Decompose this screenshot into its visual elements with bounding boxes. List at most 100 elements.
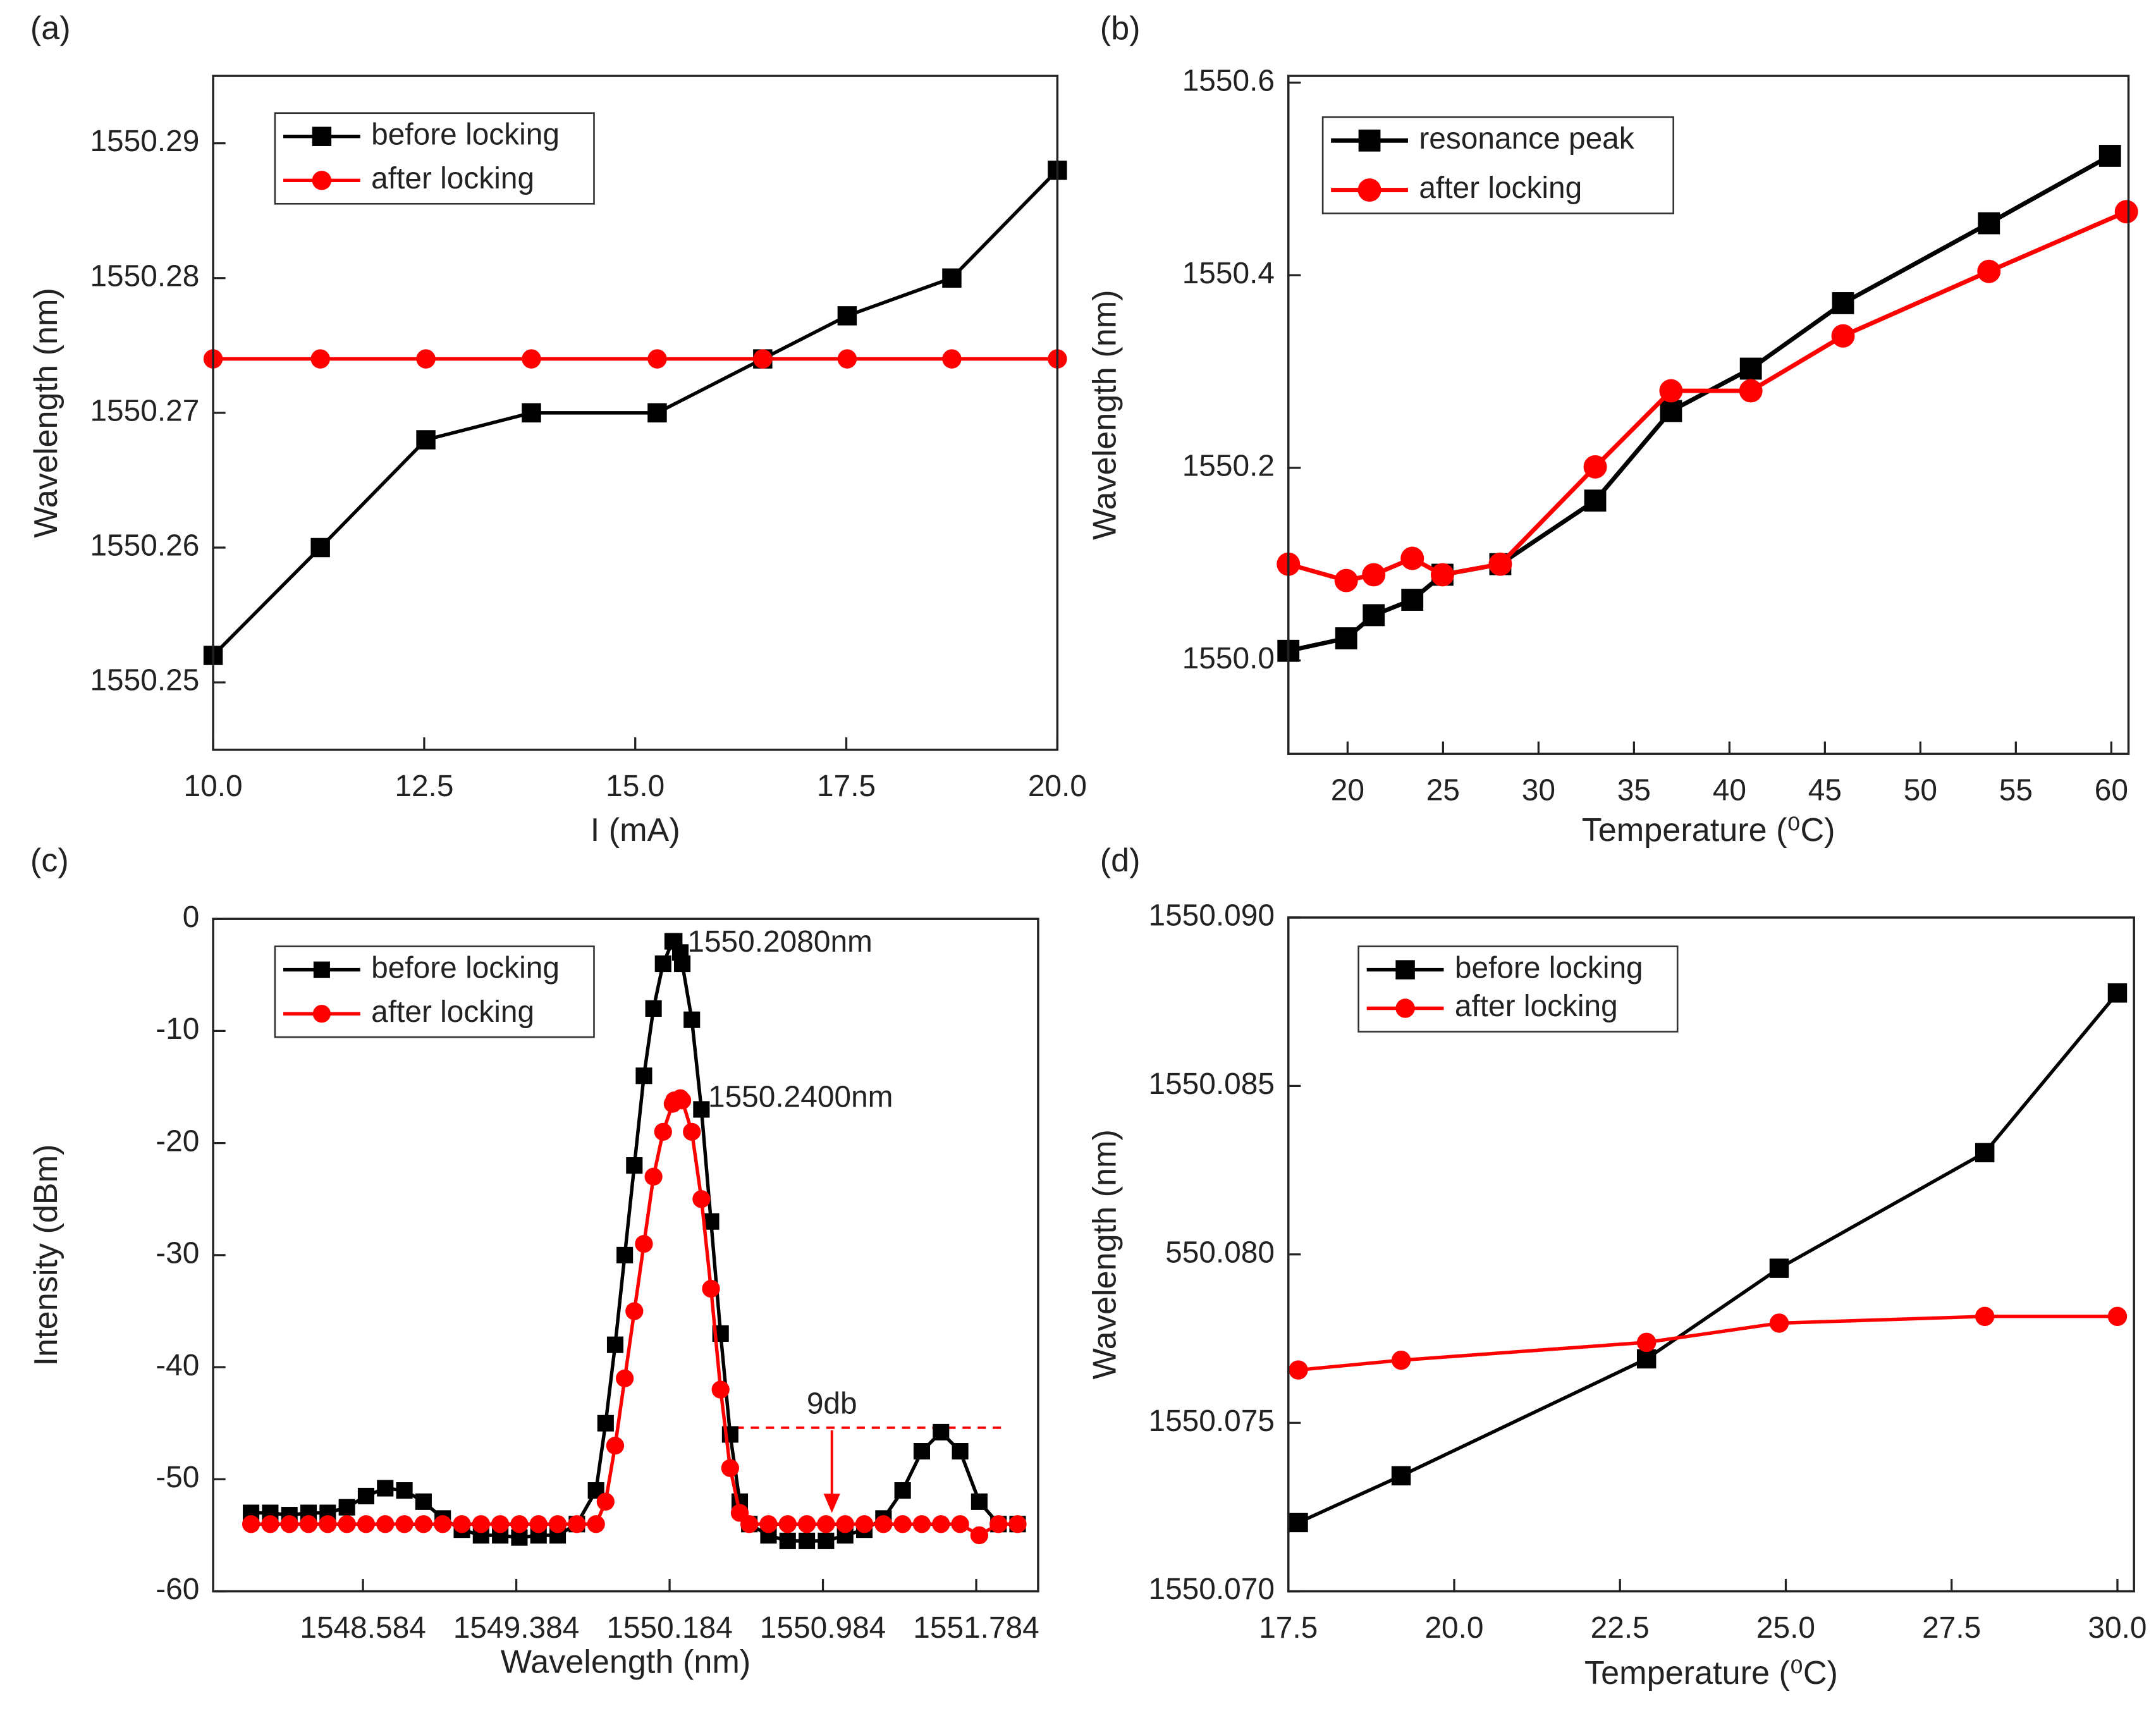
y-tick-label: -10 bbox=[156, 1012, 199, 1046]
x-tick-label: 10.0 bbox=[184, 770, 243, 803]
y-tick-label: 1550.25 bbox=[90, 664, 199, 697]
x-tick-label: 35 bbox=[1617, 774, 1651, 807]
x-tick-label: 1550.184 bbox=[606, 1611, 732, 1645]
y-tick-label: 1550.070 bbox=[1148, 1573, 1275, 1606]
legend-marker bbox=[1358, 129, 1381, 152]
data-point bbox=[2107, 1306, 2128, 1327]
x-tick-label: 20 bbox=[1331, 774, 1364, 807]
data-point bbox=[1832, 292, 1854, 314]
data-point bbox=[779, 1532, 796, 1549]
data-point bbox=[416, 430, 436, 450]
data-point bbox=[942, 349, 962, 369]
data-point bbox=[396, 1482, 413, 1499]
data-point bbox=[817, 1515, 835, 1533]
data-point bbox=[491, 1515, 510, 1533]
data-point bbox=[1289, 1360, 1308, 1380]
data-point bbox=[1430, 563, 1454, 587]
data-point bbox=[587, 1515, 605, 1533]
data-point bbox=[740, 1515, 759, 1533]
data-point bbox=[913, 1443, 930, 1460]
data-point bbox=[376, 1515, 395, 1533]
data-point bbox=[912, 1515, 931, 1533]
data-point bbox=[654, 1122, 672, 1141]
data-point bbox=[894, 1482, 911, 1499]
data-point bbox=[1363, 604, 1385, 627]
data-point bbox=[299, 1515, 318, 1533]
data-point bbox=[692, 1190, 711, 1208]
x-axis-label: Temperature (⁰C) bbox=[1584, 1655, 1838, 1691]
legend-label: after locking bbox=[1455, 990, 1618, 1023]
data-point bbox=[673, 1091, 692, 1110]
data-point bbox=[759, 1515, 778, 1533]
data-point bbox=[338, 1499, 355, 1516]
x-tick-label: 17.5 bbox=[817, 770, 876, 803]
x-tick-label: 45 bbox=[1808, 774, 1842, 807]
y-tick-label: 1550.0 bbox=[1182, 642, 1275, 675]
y-axis-label: Wavelength (nm) bbox=[1086, 290, 1123, 539]
data-point bbox=[932, 1515, 950, 1533]
y-tick-label: -20 bbox=[156, 1124, 199, 1158]
data-point bbox=[548, 1515, 567, 1533]
data-point bbox=[951, 1515, 969, 1533]
y-tick-label: 1550.28 bbox=[90, 259, 199, 293]
x-axis-label: Wavelength (nm) bbox=[501, 1644, 750, 1681]
x-tick-label: 1548.584 bbox=[300, 1611, 426, 1645]
data-point bbox=[1975, 1143, 1995, 1163]
y-tick-label: 1550.29 bbox=[90, 125, 199, 158]
data-point bbox=[1769, 1313, 1789, 1333]
data-point bbox=[319, 1515, 337, 1533]
x-tick-label: 30.0 bbox=[2088, 1611, 2147, 1645]
y-tick-label: 1550.27 bbox=[90, 394, 199, 427]
data-point bbox=[415, 1493, 432, 1510]
y-axis-label: Intensity (dBm) bbox=[28, 1144, 64, 1366]
data-point bbox=[338, 1515, 356, 1533]
data-point bbox=[310, 349, 330, 369]
plot-frame bbox=[212, 75, 1059, 751]
data-point bbox=[836, 1515, 854, 1533]
data-point bbox=[625, 1302, 644, 1320]
plot-frame bbox=[1287, 916, 2135, 1593]
data-point bbox=[310, 537, 330, 558]
y-tick-label: -30 bbox=[156, 1237, 199, 1270]
data-point bbox=[1488, 552, 1512, 576]
data-point bbox=[683, 1011, 701, 1028]
x-tick-label: 1549.384 bbox=[453, 1611, 580, 1645]
legend-label: before locking bbox=[371, 951, 560, 985]
data-point bbox=[568, 1515, 586, 1533]
data-point bbox=[799, 1532, 816, 1549]
legend-marker bbox=[1395, 998, 1415, 1018]
data-point bbox=[1975, 1306, 1995, 1327]
data-point bbox=[702, 1279, 720, 1298]
data-point bbox=[1391, 1466, 1411, 1486]
data-point bbox=[606, 1437, 625, 1455]
legend-label: before locking bbox=[1455, 951, 1643, 985]
data-point bbox=[647, 349, 667, 369]
series-line bbox=[1298, 1315, 2117, 1372]
data-point bbox=[1362, 563, 1386, 587]
data-point bbox=[674, 955, 691, 973]
data-point bbox=[635, 1235, 653, 1253]
y-tick-label: 1550.2 bbox=[1182, 450, 1275, 483]
plot-frame bbox=[1287, 75, 2130, 755]
x-tick-label: 25.0 bbox=[1756, 1611, 1815, 1645]
data-point bbox=[434, 1515, 452, 1533]
data-point bbox=[1008, 1515, 1027, 1533]
data-point bbox=[616, 1369, 634, 1387]
data-point bbox=[645, 1000, 662, 1017]
panel-label: (d) bbox=[1100, 842, 1141, 879]
x-tick-label: 40 bbox=[1713, 774, 1746, 807]
y-tick-label: 1550.4 bbox=[1182, 257, 1275, 290]
data-point bbox=[942, 268, 962, 288]
legend-marker bbox=[1395, 960, 1415, 979]
legend-marker bbox=[1357, 178, 1381, 202]
data-point bbox=[1583, 455, 1607, 479]
data-point bbox=[1334, 568, 1358, 592]
data-point bbox=[797, 1515, 816, 1533]
data-point bbox=[818, 1532, 835, 1549]
data-point bbox=[1659, 379, 1683, 403]
x-tick-label: 1550.984 bbox=[760, 1611, 886, 1645]
plot-frame bbox=[212, 918, 1039, 1593]
